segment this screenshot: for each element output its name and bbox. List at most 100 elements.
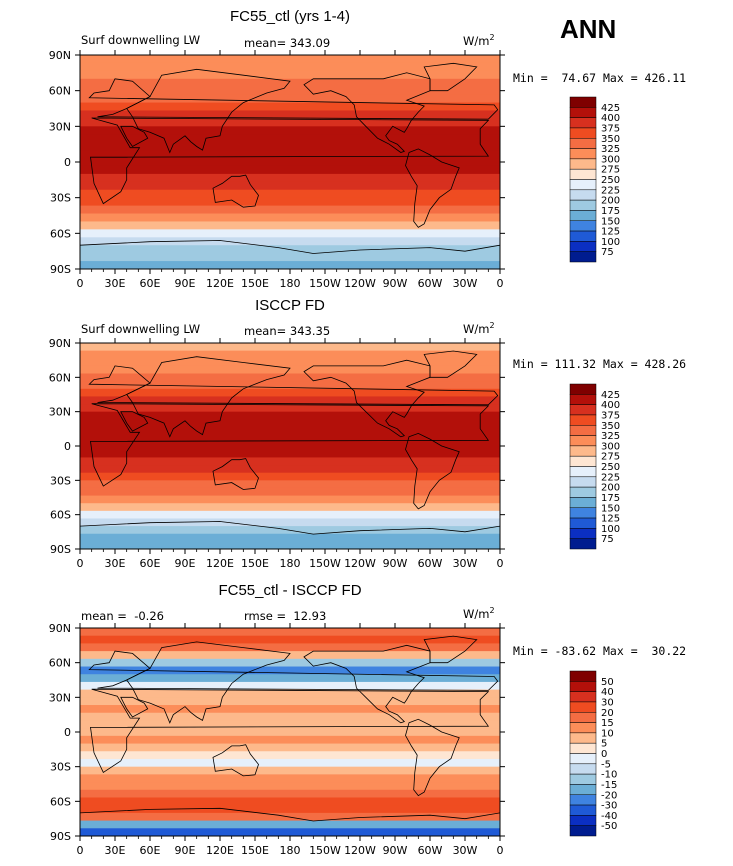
coastline (90, 688, 490, 773)
coastline (405, 432, 460, 510)
zonal-band (80, 789, 500, 799)
zonal-band (80, 720, 500, 729)
colorbar-swatch (569, 189, 597, 201)
colorbar-swatch (569, 455, 597, 467)
colorbar-label: 40 (601, 687, 614, 698)
zonal-band (80, 419, 500, 428)
panel-3-minmax: Min = -83.62 Max = 30.22 (513, 644, 687, 658)
colorbar-swatch (569, 96, 597, 108)
colorbar-label: 275 (601, 452, 620, 463)
x-tick-label: 60E (140, 557, 161, 570)
colorbar-swatch (569, 815, 597, 826)
zonal-band (80, 205, 500, 215)
zonal-band (80, 158, 500, 167)
colorbar-label: 200 (601, 483, 620, 494)
colorbar-label: 350 (601, 134, 620, 145)
colorbar-label: 250 (601, 175, 620, 186)
zonal-band (80, 728, 500, 737)
colorbar-label: 350 (601, 421, 620, 432)
panel-1-units: W/m2 (463, 33, 495, 48)
colorbar-swatch (569, 691, 597, 703)
colorbar-label: 5 (601, 739, 607, 750)
coastline (126, 641, 291, 724)
x-tick-label: 180 (280, 844, 301, 857)
x-tick-label: 30E (105, 557, 126, 570)
colorbar-label: 200 (601, 196, 620, 207)
colorbar-label: -15 (601, 780, 617, 791)
zonal-band (80, 118, 500, 127)
x-tick-label: 60W (418, 557, 443, 570)
zonal-band (80, 465, 500, 474)
coastline (88, 78, 499, 120)
panel-1-title: FC55_ctl (yrs 1-4) (229, 8, 351, 25)
colorbar-swatch (569, 486, 597, 498)
colorbar-label: 325 (601, 431, 620, 442)
colorbar-swatch (569, 538, 597, 550)
panel-1-minmax: Min = 74.67 Max = 426.11 (513, 71, 687, 85)
colorbar-swatch (569, 179, 597, 191)
zonal-band (80, 350, 500, 359)
zonal-band (80, 743, 500, 752)
colorbar-label: 125 (601, 514, 620, 525)
zonal-band (80, 396, 500, 405)
x-tick-label: 90E (175, 844, 196, 857)
map-field (80, 343, 500, 549)
coastline (88, 650, 499, 691)
panel-2-minmax: Min = 111.32 Max = 428.26 (513, 357, 687, 371)
zonal-band (80, 411, 500, 420)
x-tick-label: 0 (77, 277, 84, 290)
x-tick-label: 150E (241, 557, 269, 570)
colorbar-swatch (569, 138, 597, 149)
zonal-band (80, 782, 500, 791)
x-tick-label: 60E (140, 844, 161, 857)
x-tick-label: 0 (497, 277, 504, 290)
zonal-band (80, 261, 500, 269)
y-tick-label: 30N (49, 691, 71, 704)
colorbar-label: 100 (601, 237, 620, 248)
zonal-band (80, 126, 500, 135)
colorbar-swatch (569, 712, 597, 723)
y-tick-label: 30N (49, 120, 71, 133)
panel-1-mean-label: mean= 343.09 (244, 36, 331, 50)
x-tick-label: 150W (309, 557, 341, 570)
colorbar-label: -20 (601, 790, 617, 801)
map-panel-1: 0 30E 60E 90E 120E 150E 180 150W 120W 90W 60W 30W 09… (49, 49, 505, 290)
colorbar-swatch (569, 241, 597, 252)
zonal-band (80, 181, 500, 191)
coastline (88, 365, 499, 406)
zonal-band (80, 674, 500, 683)
y-tick-label: 30S (50, 192, 71, 205)
zonal-band (80, 651, 500, 660)
colorbar-swatch (569, 148, 597, 160)
zonal-band (80, 766, 500, 775)
y-tick-label: 60N (49, 657, 71, 670)
colorbar-swatch (569, 507, 597, 519)
zonal-band (80, 712, 500, 722)
colorbar-swatch (569, 414, 597, 426)
zonal-band (80, 237, 500, 246)
colorbar-swatch (569, 732, 597, 744)
y-tick-label: 60N (49, 371, 71, 384)
x-tick-label: 120E (206, 844, 234, 857)
colorbar-label: 150 (601, 503, 620, 514)
zonal-band (80, 681, 500, 691)
colorbar-swatch (569, 445, 597, 457)
colorbar-label: 125 (601, 227, 620, 238)
y-tick-label: 30S (50, 474, 71, 487)
coastline (405, 718, 460, 797)
coastline (90, 117, 490, 205)
colorbar-label: 375 (601, 123, 620, 134)
x-tick-label: 0 (497, 844, 504, 857)
x-tick-label: 90W (383, 557, 408, 570)
panel-3-mean-label: mean = -0.26 (81, 609, 164, 623)
zonal-band (80, 110, 500, 120)
x-tick-label: 60E (140, 277, 161, 290)
panel-2-title: ISCCP FD (255, 297, 325, 314)
zonal-band (80, 689, 500, 698)
zonal-band (80, 221, 500, 230)
colorbar-label: 225 (601, 472, 620, 483)
zonal-band (80, 434, 500, 443)
x-tick-label: 90W (383, 844, 408, 857)
colorbar-label: -30 (601, 801, 617, 812)
zonal-band (80, 541, 500, 549)
